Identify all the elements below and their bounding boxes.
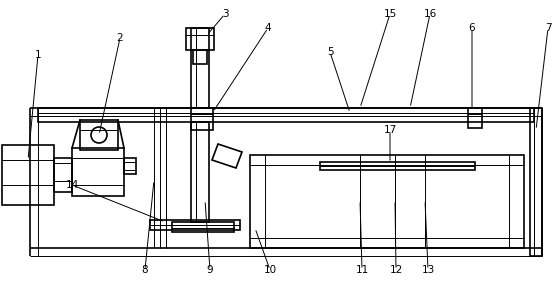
Text: 4: 4 <box>264 23 271 33</box>
Text: 10: 10 <box>263 265 277 275</box>
Text: 11: 11 <box>355 265 369 275</box>
Bar <box>172 222 234 232</box>
Text: 5: 5 <box>326 47 333 57</box>
Text: 3: 3 <box>222 9 228 19</box>
Text: 14: 14 <box>65 180 79 190</box>
Bar <box>54 158 72 192</box>
Text: 17: 17 <box>383 125 397 135</box>
Text: 6: 6 <box>469 23 475 33</box>
Bar <box>124 158 136 174</box>
Bar <box>191 28 209 108</box>
Bar <box>38 108 534 122</box>
Text: 1: 1 <box>35 50 41 60</box>
Text: 9: 9 <box>206 265 213 275</box>
Text: 13: 13 <box>421 265 435 275</box>
Bar <box>150 220 240 230</box>
Bar <box>468 108 482 128</box>
Bar <box>191 108 213 130</box>
Text: 7: 7 <box>545 23 551 33</box>
Bar <box>250 155 524 248</box>
Bar <box>72 148 124 196</box>
Text: 12: 12 <box>389 265 403 275</box>
Bar <box>320 162 475 170</box>
Bar <box>191 122 209 222</box>
Bar <box>530 108 542 256</box>
Text: 8: 8 <box>142 265 148 275</box>
Bar <box>80 120 118 150</box>
Bar <box>2 145 54 205</box>
Text: 2: 2 <box>117 33 123 43</box>
Polygon shape <box>212 144 242 168</box>
Bar <box>186 28 214 50</box>
Bar <box>193 50 207 64</box>
Text: 15: 15 <box>383 9 397 19</box>
Text: 16: 16 <box>424 9 436 19</box>
